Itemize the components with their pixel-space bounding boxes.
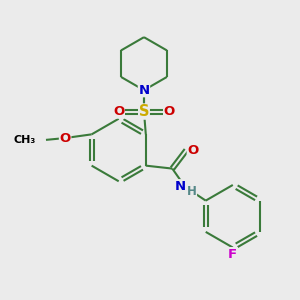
Text: CH₃: CH₃ [14,135,36,145]
Text: N: N [138,84,149,97]
Text: O: O [59,131,71,145]
Text: O: O [187,144,199,157]
Text: O: O [164,105,175,118]
Text: O: O [113,105,124,118]
Text: F: F [228,248,237,261]
Text: S: S [139,104,149,119]
Text: N: N [175,180,186,193]
Text: H: H [187,185,197,198]
